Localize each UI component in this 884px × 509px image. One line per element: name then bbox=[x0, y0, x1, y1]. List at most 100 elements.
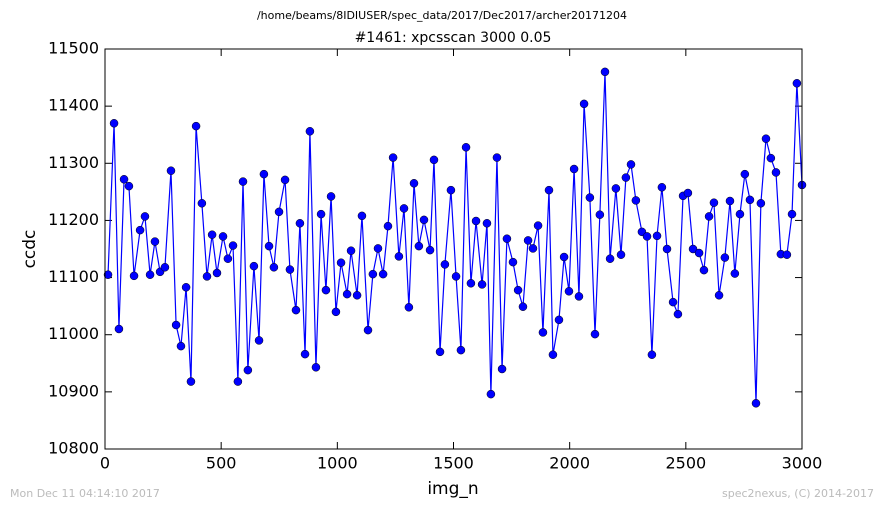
data-point bbox=[787, 209, 797, 219]
x-axis-label: img_n bbox=[427, 479, 478, 499]
data-point bbox=[735, 209, 745, 219]
data-point bbox=[414, 241, 424, 251]
data-point bbox=[668, 297, 678, 307]
data-point bbox=[207, 230, 217, 239]
data-point bbox=[103, 270, 113, 279]
data-point bbox=[631, 196, 641, 205]
footer-right: spec2nexus, (C) 2014-2017 bbox=[722, 487, 874, 500]
data-point bbox=[124, 181, 134, 191]
data-point bbox=[109, 119, 119, 128]
data-point bbox=[590, 329, 600, 339]
data-point bbox=[761, 134, 771, 143]
data-point bbox=[311, 363, 321, 372]
data-point bbox=[600, 67, 610, 77]
data-point bbox=[259, 169, 269, 179]
x-tick-label: 2500 bbox=[665, 454, 706, 473]
data-point bbox=[544, 185, 554, 195]
data-point bbox=[331, 307, 341, 317]
data-point bbox=[446, 185, 456, 195]
data-point bbox=[197, 199, 207, 208]
data-point bbox=[285, 265, 295, 274]
data-point bbox=[218, 232, 228, 241]
data-point bbox=[305, 127, 315, 136]
data-point bbox=[564, 287, 574, 296]
footer-left: Mon Dec 11 04:14:10 2017 bbox=[10, 487, 160, 500]
data-point bbox=[150, 237, 160, 246]
data-point bbox=[616, 250, 626, 259]
data-point bbox=[513, 285, 523, 295]
data-point bbox=[435, 347, 445, 357]
data-point bbox=[683, 188, 693, 198]
chart-title: #1461: xpcsscan 3000 0.05 bbox=[355, 30, 552, 46]
data-point bbox=[212, 268, 222, 278]
data-point bbox=[176, 341, 186, 351]
data-point bbox=[533, 221, 543, 230]
data-point bbox=[605, 254, 615, 263]
data-point bbox=[269, 263, 279, 272]
data-point bbox=[321, 285, 331, 295]
data-point bbox=[756, 199, 766, 208]
data-point bbox=[694, 248, 704, 258]
y-tick-label: 11000 bbox=[48, 324, 99, 343]
data-point bbox=[548, 350, 558, 359]
data-point bbox=[714, 291, 724, 300]
y-tick-label: 10900 bbox=[48, 381, 99, 400]
data-point bbox=[492, 153, 502, 162]
data-point bbox=[647, 350, 657, 359]
data-point bbox=[792, 79, 802, 88]
y-tick-label: 11300 bbox=[48, 153, 99, 172]
data-point bbox=[751, 399, 761, 408]
data-point bbox=[652, 231, 662, 241]
data-point bbox=[782, 250, 792, 259]
data-point bbox=[191, 121, 201, 131]
data-point bbox=[363, 325, 373, 335]
data-point bbox=[368, 269, 378, 279]
data-point bbox=[429, 155, 439, 165]
data-point bbox=[611, 184, 621, 193]
data-point bbox=[254, 336, 264, 345]
data-point bbox=[699, 265, 709, 275]
data-point bbox=[662, 244, 672, 254]
data-point bbox=[704, 212, 714, 221]
y-tick-label: 11200 bbox=[48, 210, 99, 229]
data-point bbox=[378, 269, 388, 279]
data-point bbox=[466, 279, 476, 288]
data-point bbox=[554, 315, 564, 325]
data-point bbox=[342, 289, 352, 299]
data-point bbox=[538, 328, 548, 337]
data-point bbox=[202, 272, 212, 281]
data-point bbox=[181, 283, 191, 292]
data-point bbox=[745, 195, 755, 205]
y-tick-label: 10800 bbox=[48, 439, 99, 458]
data-point bbox=[725, 196, 735, 206]
data-point bbox=[346, 246, 356, 255]
data-point bbox=[559, 252, 569, 262]
data-point bbox=[409, 179, 419, 188]
data-point bbox=[528, 244, 538, 253]
data-point bbox=[274, 207, 284, 217]
data-point bbox=[145, 270, 155, 279]
data-point bbox=[657, 183, 667, 192]
x-tick-label: 0 bbox=[100, 454, 110, 473]
data-point bbox=[404, 303, 414, 312]
data-point bbox=[119, 175, 129, 184]
data-point bbox=[228, 241, 238, 250]
y-tick-label: 11400 bbox=[48, 96, 99, 115]
data-point bbox=[688, 244, 698, 254]
data-point bbox=[518, 302, 528, 311]
data-point bbox=[295, 219, 305, 228]
data-point bbox=[357, 211, 367, 221]
data-point bbox=[186, 377, 196, 386]
data-point bbox=[595, 210, 605, 219]
y-axis-label: ccdc bbox=[20, 230, 40, 269]
data-point bbox=[419, 215, 429, 225]
data-point bbox=[502, 234, 512, 243]
data-point bbox=[249, 261, 259, 271]
data-point bbox=[771, 168, 781, 177]
data-point bbox=[451, 272, 461, 281]
y-tick-label: 11500 bbox=[48, 39, 99, 58]
data-point bbox=[140, 212, 150, 221]
data-point bbox=[383, 221, 393, 231]
data-point bbox=[569, 164, 579, 174]
